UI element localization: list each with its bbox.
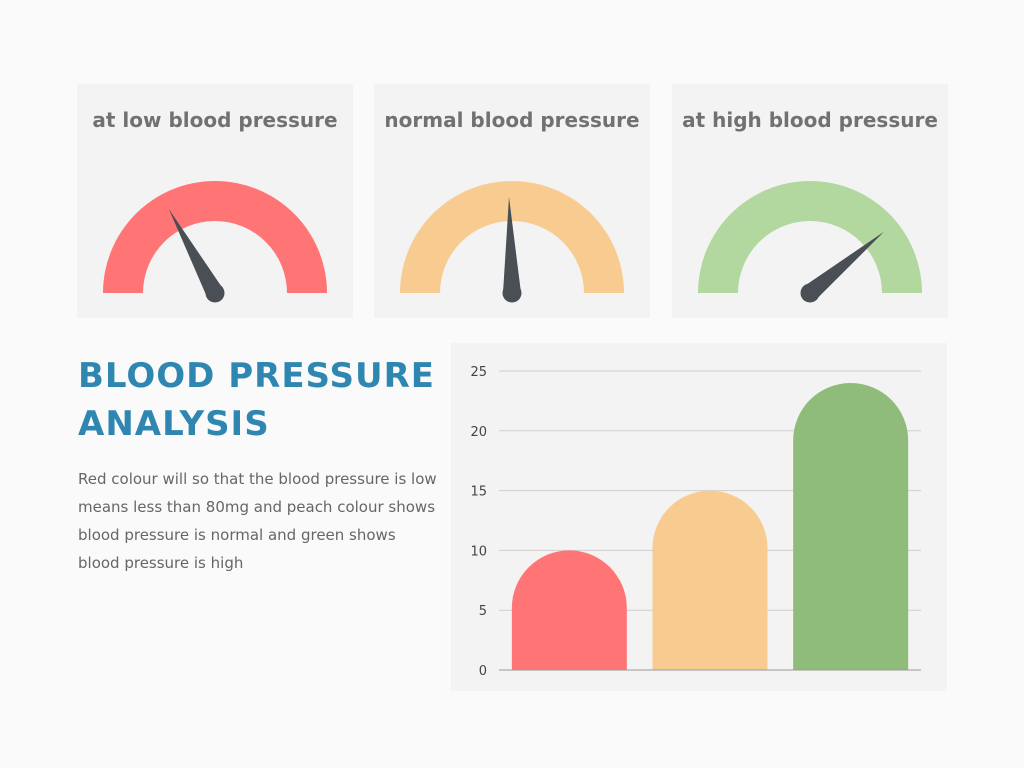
needle-icon [168,208,223,298]
gauge-card-high: at high blood pressure [672,84,948,318]
bar [793,382,909,670]
gauge-high [698,181,922,303]
needle-icon [804,231,884,300]
y-tick-label: 5 [479,604,487,619]
gauge-hub [800,283,820,303]
y-tick-label: 20 [470,425,487,440]
page-title: BLOOD PRESSURE ANALYSIS [78,356,436,444]
y-tick-label: 25 [470,365,487,380]
gauge-normal [400,181,624,303]
bar-chart: 0 5 10 15 20 25 [470,365,921,679]
y-tick-label: 15 [470,485,487,500]
gauge-card-low: at low blood pressure [77,84,353,318]
y-tick-label: 10 [470,544,487,559]
gauge-hub [502,283,522,303]
gauge-hub [205,283,225,303]
gauge-title-high: at high blood pressure [682,108,938,132]
description-text: Red colour will so that the blood pressu… [78,470,437,572]
gauge-low [103,181,327,303]
y-tick-label: 0 [479,664,487,679]
gauge-title-normal: normal blood pressure [384,108,640,132]
gauge-card-normal: normal blood pressure [374,84,650,318]
needle-icon [503,197,521,294]
bar-chart-panel: 0 5 10 15 20 25 [451,343,947,691]
gauge-arc-normal [400,181,624,293]
bar [652,490,768,670]
gauge-arc-high [698,181,922,293]
gauge-arc-low [103,181,327,293]
bar [511,550,627,670]
gauge-title-low: at low blood pressure [92,108,338,132]
